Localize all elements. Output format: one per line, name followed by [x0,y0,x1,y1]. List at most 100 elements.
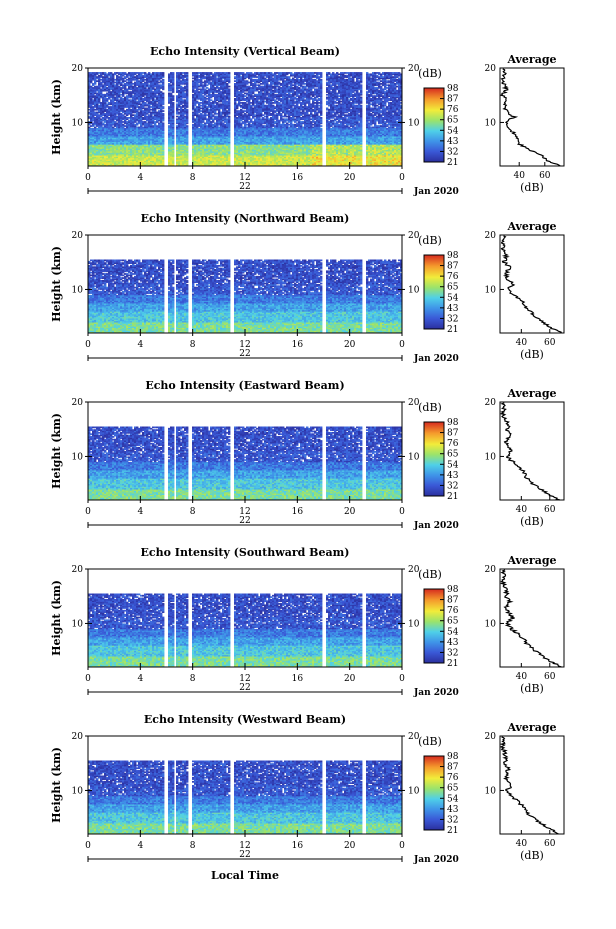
colorbar-tick-label: 32 [447,314,458,324]
x-tick-label: 4 [137,173,143,183]
colorbar-tick-label: 54 [447,293,459,303]
average-profile-line [501,403,560,500]
heatmap [88,594,402,668]
x-tick-label: 20 [344,340,356,350]
y-axis-label: Height (km) [50,580,63,656]
colorbar-tick-label: 76 [447,773,459,783]
day-label: 22 [239,349,250,359]
colorbar-tick-label: 98 [447,84,459,94]
x-tick-label: 0 [399,340,405,350]
average-x-tick-label: 60 [544,338,556,348]
average-y-tick-label: 10 [485,452,497,462]
average-title: Average [506,554,556,567]
x-tick-label: 8 [190,340,196,350]
colorbar-tick-label: 98 [447,585,459,595]
colorbar-tick-label: 98 [447,418,459,428]
colorbar-unit: (dB) [418,67,442,80]
x-tick-label: 8 [190,841,196,851]
average-profile-line [501,570,561,667]
colorbar-tick-label: 98 [447,752,459,762]
colorbar-unit: (dB) [418,735,442,748]
colorbar-tick-label: 43 [447,638,459,648]
average-y-tick-label: 10 [485,118,497,128]
x-tick-label: 16 [292,841,304,851]
y-tick-label: 20 [72,732,84,742]
average-x-tick-label: 40 [516,505,528,515]
y-tick-label: 10 [72,619,84,629]
colorbar-unit: (dB) [418,234,442,247]
average-title: Average [506,721,556,734]
colorbar-tick-label: 87 [447,262,459,272]
average-y-tick-label: 10 [485,285,497,295]
colorbar-tick-label: 54 [447,460,459,470]
day-label: 22 [239,683,250,693]
average-x-label: (dB) [520,348,544,361]
average-x-tick-label: 40 [516,672,528,682]
colorbar-tick-label: 43 [447,805,459,815]
colorbar-tick-label: 21 [447,826,458,836]
average-x-tick-label: 60 [544,505,556,515]
colorbar-tick-label: 54 [447,794,459,804]
colorbar-tick-label: 32 [447,147,458,157]
x-tick-label: 4 [137,841,143,851]
x-tick-label: 16 [292,173,304,183]
x-tick-label: 0 [85,841,91,851]
x-tick-label: 16 [292,507,304,517]
colorbar-tick-label: 43 [447,471,459,481]
colorbar [424,756,444,830]
x-tick-label: 0 [85,173,91,183]
colorbar-tick-label: 65 [447,283,459,293]
x-tick-label: 0 [399,173,405,183]
colorbar-tick-label: 87 [447,429,459,439]
average-x-label: (dB) [520,181,544,194]
average-frame [500,569,564,667]
average-profile-line [501,737,559,834]
heatmap [88,427,402,501]
average-x-label: (dB) [520,682,544,695]
colorbar-tick-label: 32 [447,481,458,491]
colorbar-tick-label: 21 [447,659,458,669]
colorbar-unit: (dB) [418,568,442,581]
panel-title: Echo Intensity (Vertical Beam) [150,45,340,58]
x-tick-label: 0 [85,674,91,684]
colorbar-tick-label: 76 [447,105,459,115]
x-tick-label: 0 [399,674,405,684]
average-x-tick-label: 40 [516,839,528,849]
average-frame [500,402,564,500]
average-y-tick-label: 20 [485,398,497,408]
average-y-tick-label: 20 [485,64,497,74]
colorbar-tick-label: 76 [447,606,459,616]
x-tick-label: 20 [344,841,356,851]
heatmap [88,72,402,166]
colorbar [424,255,444,329]
x-tick-label: 20 [344,674,356,684]
colorbar-tick-label: 65 [447,784,459,794]
x-tick-label: 4 [137,507,143,517]
x-tick-label: 16 [292,340,304,350]
average-title: Average [506,387,556,400]
colorbar-tick-label: 65 [447,617,459,627]
average-x-label: (dB) [520,849,544,862]
average-x-label: (dB) [520,515,544,528]
colorbar-tick-label: 76 [447,272,459,282]
y-tick-label: 10 [72,285,84,295]
colorbar-tick-label: 98 [447,251,459,261]
y-tick-label: 10 [72,786,84,796]
y-tick-label-right: 10 [408,619,420,629]
heatmap [88,260,402,334]
colorbar-tick-label: 54 [447,627,459,637]
average-x-tick-label: 40 [516,338,528,348]
x-tick-label: 8 [190,173,196,183]
day-label: 22 [239,182,250,192]
x-tick-label: 0 [85,340,91,350]
average-title: Average [506,220,556,233]
y-tick-label-right: 10 [408,118,420,128]
heatmap [88,761,402,835]
